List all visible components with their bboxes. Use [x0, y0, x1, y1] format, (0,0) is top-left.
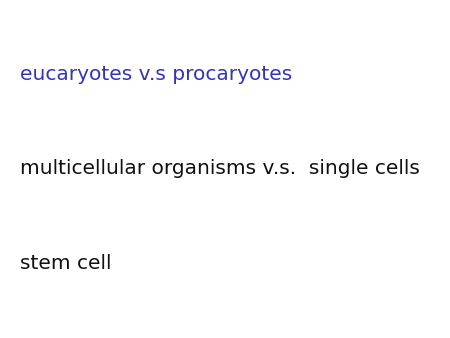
Text: multicellular organisms v.s.  single cells: multicellular organisms v.s. single cell… — [20, 160, 420, 178]
Text: stem cell: stem cell — [20, 254, 112, 273]
Text: eucaryotes v.s procaryotes: eucaryotes v.s procaryotes — [20, 65, 292, 84]
